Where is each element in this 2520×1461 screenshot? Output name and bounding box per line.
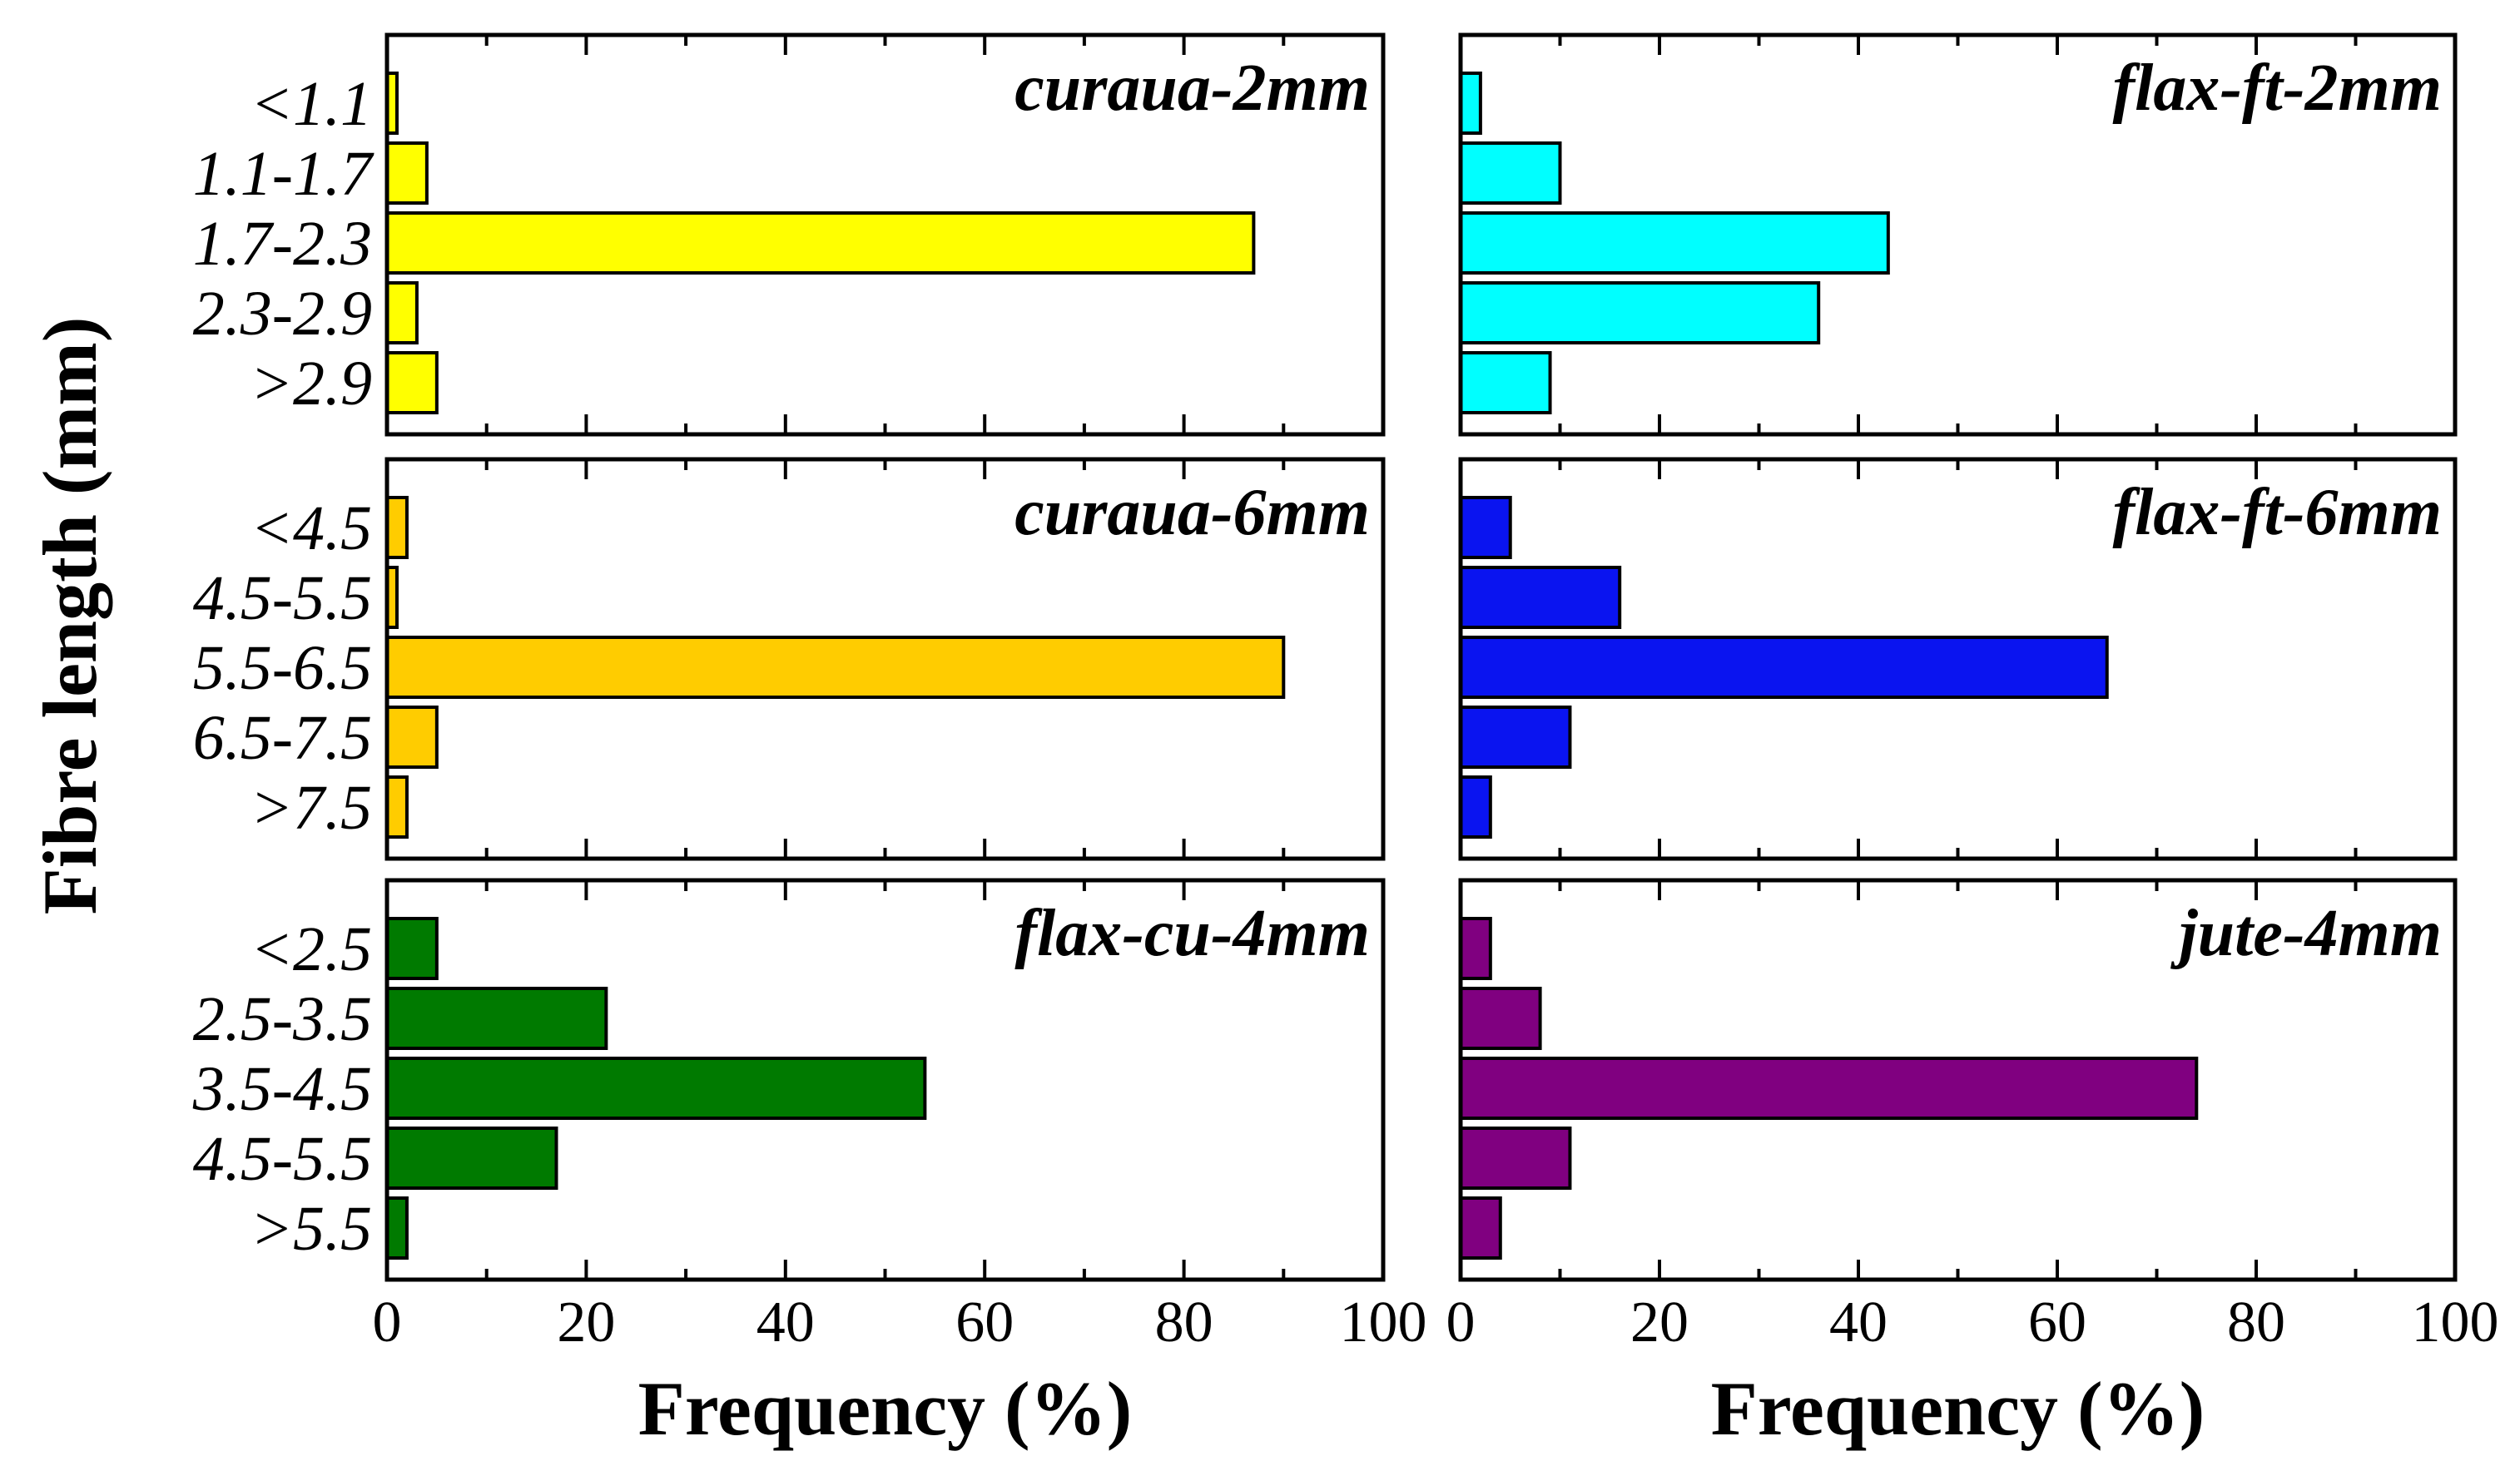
x-tick-label: 0 (1446, 1290, 1476, 1355)
y-axis-label: Fibre length (mm) (27, 317, 112, 915)
bar (385, 987, 608, 1050)
category-label: 4.5-5.5 (193, 1124, 372, 1194)
category-label: >2.9 (251, 349, 372, 418)
bar (1459, 636, 2109, 699)
category-label: <2.5 (251, 914, 372, 984)
bar (1459, 566, 1622, 629)
category-label: >5.5 (251, 1194, 372, 1264)
x-tick-label: 60 (955, 1290, 1014, 1355)
bar (385, 1196, 409, 1260)
bar (385, 1057, 927, 1120)
bar (385, 281, 419, 344)
x-axis-label: Frequency (%) (638, 1366, 1133, 1451)
bar (1459, 1057, 2199, 1120)
bar (385, 211, 1256, 275)
x-tick-label: 60 (2028, 1290, 2086, 1355)
category-label: <1.1 (251, 69, 372, 139)
panel-1: <1.11.1-1.71.7-2.32.3-2.9>2.9 curaua-2mm (193, 32, 1386, 437)
bar (385, 1127, 558, 1190)
bar (1459, 1196, 1502, 1260)
category-label: 1.1-1.7 (193, 139, 375, 209)
bar (385, 706, 439, 769)
category-label: 6.5-7.5 (193, 703, 372, 773)
x-tick-label: 0 (373, 1290, 402, 1355)
panel-5: <2.52.5-3.53.5-4.54.5-5.5>5.50 20 40 60 80 10… (192, 878, 1427, 1451)
x-tick-label: 80 (2227, 1290, 2285, 1355)
x-tick-label: 40 (1829, 1290, 1888, 1355)
bar (1459, 211, 1890, 275)
bar (1459, 775, 1492, 839)
x-axis-label: Frequency (%) (1711, 1366, 2205, 1451)
bar (385, 775, 409, 839)
panel-3: <4.54.5-5.55.5-6.56.5-7.5>7.5 curaua-6mm (193, 457, 1386, 861)
category-label: 2.3-2.9 (193, 279, 372, 349)
bar (1459, 917, 1492, 980)
x-tick-label: 100 (1340, 1290, 1427, 1355)
category-label: 5.5-6.5 (193, 633, 372, 703)
panel-2: flax-ft-2mm (1458, 32, 2458, 437)
category-label: >7.5 (251, 773, 372, 843)
bar (1459, 1127, 1572, 1190)
panel-title: curaua-6mm (1014, 476, 1370, 549)
panel-title: flax-ft-6mm (2113, 476, 2442, 549)
bar (385, 141, 429, 205)
panel-title: curaua-2mm (1014, 52, 1370, 125)
x-tick-label: 80 (1155, 1290, 1213, 1355)
x-tick-label: 100 (2412, 1290, 2499, 1355)
bar (1459, 706, 1572, 769)
category-label: 1.7-2.3 (193, 209, 372, 279)
x-tick-label: 40 (756, 1290, 815, 1355)
category-label: 4.5-5.5 (193, 563, 372, 633)
bar (1459, 496, 1512, 559)
category-label: 3.5-4.5 (192, 1054, 372, 1124)
panel-4: flax-ft-6mm (1458, 457, 2458, 861)
bar (1459, 281, 1821, 344)
x-tick-label: 20 (557, 1290, 615, 1355)
x-tick-label: 20 (1630, 1290, 1689, 1355)
panel-title: flax-ft-2mm (2113, 52, 2442, 125)
category-label: <4.5 (251, 493, 372, 563)
bar (385, 636, 1286, 699)
bar (1459, 987, 1542, 1050)
bar (1459, 141, 1562, 205)
panel-6: 0 20 40 60 80 100 jute-4mm Frequency (%) (1446, 878, 2499, 1451)
panel-title: flax-cu-4mm (1014, 897, 1370, 970)
panel-title: jute-4mm (2170, 897, 2442, 970)
bar (1459, 72, 1482, 135)
bar (385, 917, 439, 980)
bar (385, 496, 409, 559)
bar (385, 351, 439, 414)
category-label: 2.5-3.5 (193, 984, 372, 1054)
bar (1459, 351, 1552, 414)
